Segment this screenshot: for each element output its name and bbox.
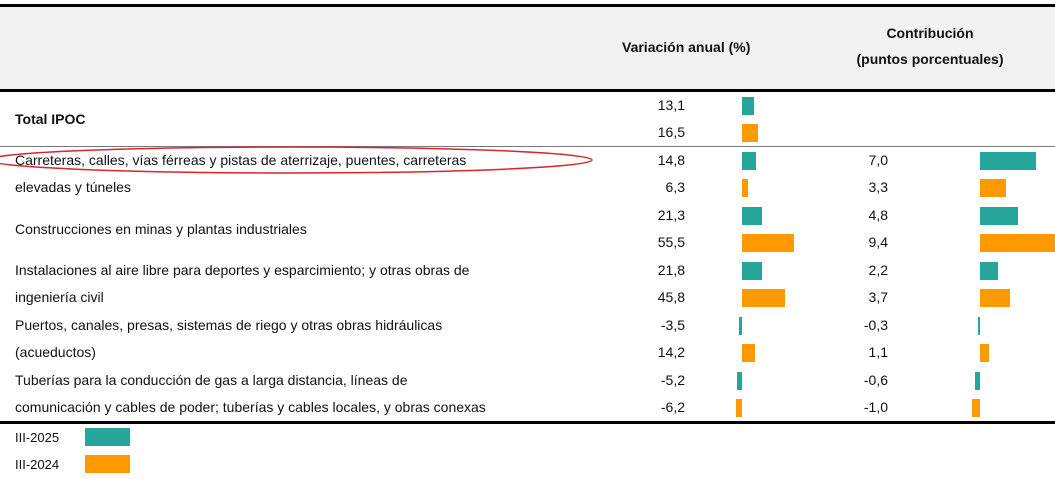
contribution-label: 1,1 bbox=[868, 344, 888, 360]
bar bbox=[742, 288, 786, 307]
bar bbox=[742, 178, 748, 197]
legend-swatch bbox=[85, 455, 130, 473]
value-label: 55,5 bbox=[657, 234, 685, 250]
bar bbox=[980, 261, 998, 280]
highlight-ellipse bbox=[0, 146, 593, 174]
contribution-label: 3,3 bbox=[868, 179, 888, 195]
header-band bbox=[0, 5, 1055, 90]
value-label: 14,2 bbox=[657, 344, 685, 360]
value-label: 6,3 bbox=[665, 179, 685, 195]
contribution-label: -1,0 bbox=[863, 399, 888, 415]
bar bbox=[736, 398, 742, 417]
bar bbox=[980, 288, 1010, 307]
bar bbox=[972, 398, 980, 417]
legend-swatch bbox=[85, 428, 130, 446]
legend-label: III-2024 bbox=[15, 457, 60, 472]
bar bbox=[975, 371, 980, 390]
value-label: -3,5 bbox=[660, 317, 685, 333]
value-label: -5,2 bbox=[660, 372, 685, 388]
header-contribution: Contribución bbox=[886, 25, 974, 41]
category-label: comunicación y cables de poder; tuberías… bbox=[15, 399, 486, 415]
category-label: ingeniería civil bbox=[15, 289, 104, 305]
contribution-label: 2,2 bbox=[868, 262, 888, 278]
category-label: elevadas y túneles bbox=[15, 179, 131, 195]
contribution-label: 3,7 bbox=[868, 289, 888, 305]
category-label: Instalaciones al aire libre para deporte… bbox=[15, 262, 470, 278]
legend-label: III-2025 bbox=[15, 430, 60, 445]
value-label: 14,8 bbox=[657, 152, 685, 168]
value-label: 21,8 bbox=[657, 262, 685, 278]
header-variation: Variación anual (%) bbox=[622, 39, 751, 55]
category-label: Puertos, canales, presas, sistemas de ri… bbox=[15, 317, 443, 333]
bar bbox=[742, 96, 755, 115]
bar bbox=[738, 316, 742, 335]
bar bbox=[980, 206, 1019, 225]
value-label: 45,8 bbox=[657, 289, 685, 305]
category-label: Construcciones en minas y plantas indust… bbox=[15, 220, 307, 237]
bar bbox=[742, 261, 763, 280]
top-rule bbox=[0, 4, 1055, 7]
bar bbox=[977, 316, 980, 335]
contribution-label: 4,8 bbox=[868, 207, 888, 223]
bar bbox=[742, 123, 758, 142]
value-label: 21,3 bbox=[657, 207, 685, 223]
bar bbox=[737, 371, 742, 390]
bar bbox=[742, 206, 763, 225]
contribution-label: 9,4 bbox=[868, 234, 888, 250]
header-contribution-unit: (puntos porcentuales) bbox=[856, 51, 1004, 67]
contribution-label: -0,6 bbox=[863, 372, 888, 388]
bar bbox=[742, 151, 756, 170]
bottom-rule bbox=[0, 421, 1055, 424]
category-label: Total IPOC bbox=[15, 110, 86, 127]
bar bbox=[980, 343, 989, 362]
category-label: (acueductos) bbox=[15, 344, 96, 360]
header-rule bbox=[0, 89, 1055, 92]
contribution-label: 7,0 bbox=[868, 152, 888, 168]
value-label: 13,1 bbox=[657, 97, 685, 113]
category-label: Carreteras, calles, vías férreas y pista… bbox=[15, 152, 467, 168]
contribution-label: -0,3 bbox=[863, 317, 888, 333]
value-label: 16,5 bbox=[657, 124, 685, 140]
category-label: Tuberías para la conducción de gas a lar… bbox=[15, 372, 408, 388]
bar bbox=[742, 343, 756, 362]
bar bbox=[980, 233, 1055, 252]
bar bbox=[742, 233, 795, 252]
bar bbox=[980, 178, 1007, 197]
value-label: -6,2 bbox=[660, 399, 685, 415]
bar bbox=[980, 151, 1036, 170]
total-rule bbox=[0, 146, 1055, 147]
